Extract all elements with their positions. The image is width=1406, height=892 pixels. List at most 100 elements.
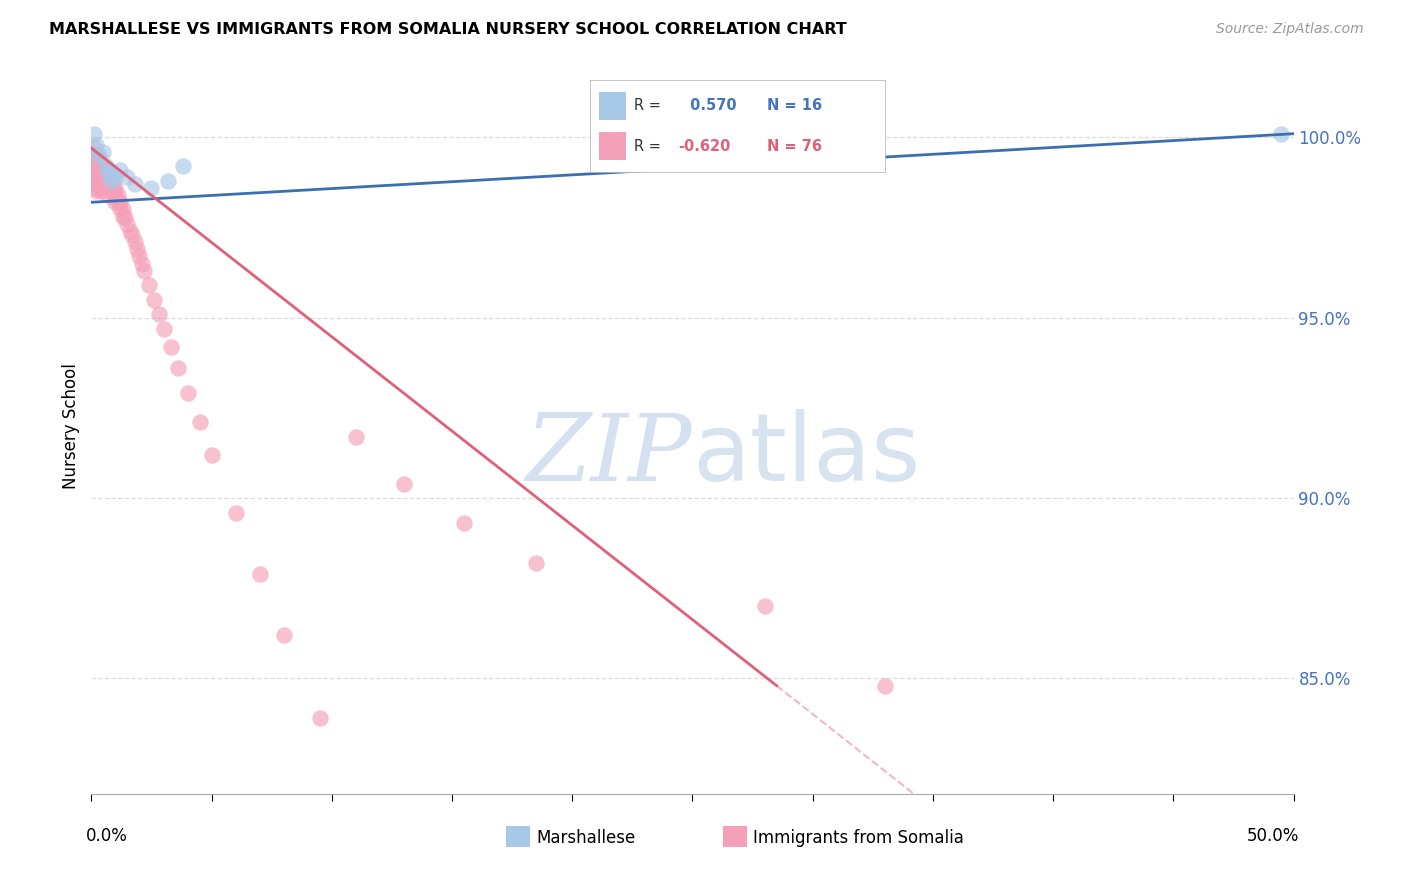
Point [101,185,124,199]
Y-axis label: Nursery School: Nursery School [62,363,80,489]
Point [111,202,134,217]
Point [90,185,112,199]
Point [87,181,110,195]
Point [308,711,330,725]
Text: 50.0%: 50.0% [1247,827,1299,845]
Point [107,188,129,202]
Point [101,178,124,192]
Point [124,235,146,249]
Point [110,162,132,177]
Point [128,249,150,263]
Point [84,178,107,192]
Point [176,386,198,401]
Point [83,127,105,141]
Point [118,224,141,238]
Point [94,178,117,192]
Point [117,169,139,184]
Point [93,145,115,159]
Text: MARSHALLESE VS IMMIGRANTS FROM SOMALIA NURSERY SCHOOL CORRELATION CHART: MARSHALLESE VS IMMIGRANTS FROM SOMALIA N… [49,22,846,37]
Point [873,679,896,693]
Text: Immigrants from Somalia: Immigrants from Somalia [752,830,963,847]
Point [273,628,295,642]
Point [134,264,156,278]
Point [97,174,120,188]
Point [104,181,127,195]
Point [1270,127,1292,141]
Point [104,188,127,202]
Point [83,166,105,180]
Point [167,361,190,376]
Point [93,181,115,195]
Point [141,181,163,195]
Point [110,195,132,210]
Point [84,155,107,169]
Point [93,159,115,173]
Point [97,188,120,202]
Point [93,174,115,188]
Point [90,169,112,184]
Point [138,278,160,293]
Point [87,159,110,173]
Point [111,210,134,224]
Point [87,166,110,180]
Point [121,227,143,242]
Text: ZIP: ZIP [526,410,692,500]
Text: Marshallese: Marshallese [536,830,636,847]
Point [93,166,115,180]
Point [344,430,367,444]
Point [90,178,112,192]
Point [124,178,146,192]
Point [754,599,776,614]
Point [100,169,122,184]
Point [148,307,170,321]
Point [159,340,181,354]
Point [157,174,180,188]
Point [125,242,148,256]
Text: Source: ZipAtlas.com: Source: ZipAtlas.com [1216,22,1364,37]
Point [101,166,124,180]
Point [83,155,105,169]
Point [94,159,117,173]
Point [100,178,122,192]
Point [100,185,122,199]
Point [94,169,117,184]
Point [94,162,117,177]
Point [97,181,120,195]
Point [114,210,136,224]
Point [249,566,271,581]
Point [131,257,153,271]
Point [83,181,105,195]
Point [104,169,127,184]
Point [152,321,174,335]
Point [142,293,165,307]
Point [83,148,105,162]
Point [172,159,194,173]
Point [453,516,475,531]
Point [87,148,110,162]
Point [110,202,132,217]
Point [84,169,107,184]
Point [225,506,247,520]
Point [83,162,105,177]
Point [97,166,120,180]
Point [84,148,107,162]
Text: atlas: atlas [692,409,921,501]
Point [90,155,112,169]
Point [83,174,105,188]
Point [524,556,547,570]
Point [83,141,105,155]
Point [107,195,129,210]
Text: 0.0%: 0.0% [86,827,128,845]
Point [188,415,211,429]
Point [87,174,110,188]
Point [104,195,127,210]
Point [84,137,107,152]
Point [84,185,107,199]
Point [100,174,122,188]
Point [90,162,112,177]
Point [117,217,139,231]
Point [201,448,224,462]
Point [392,476,415,491]
Point [87,152,110,166]
Point [97,166,120,180]
